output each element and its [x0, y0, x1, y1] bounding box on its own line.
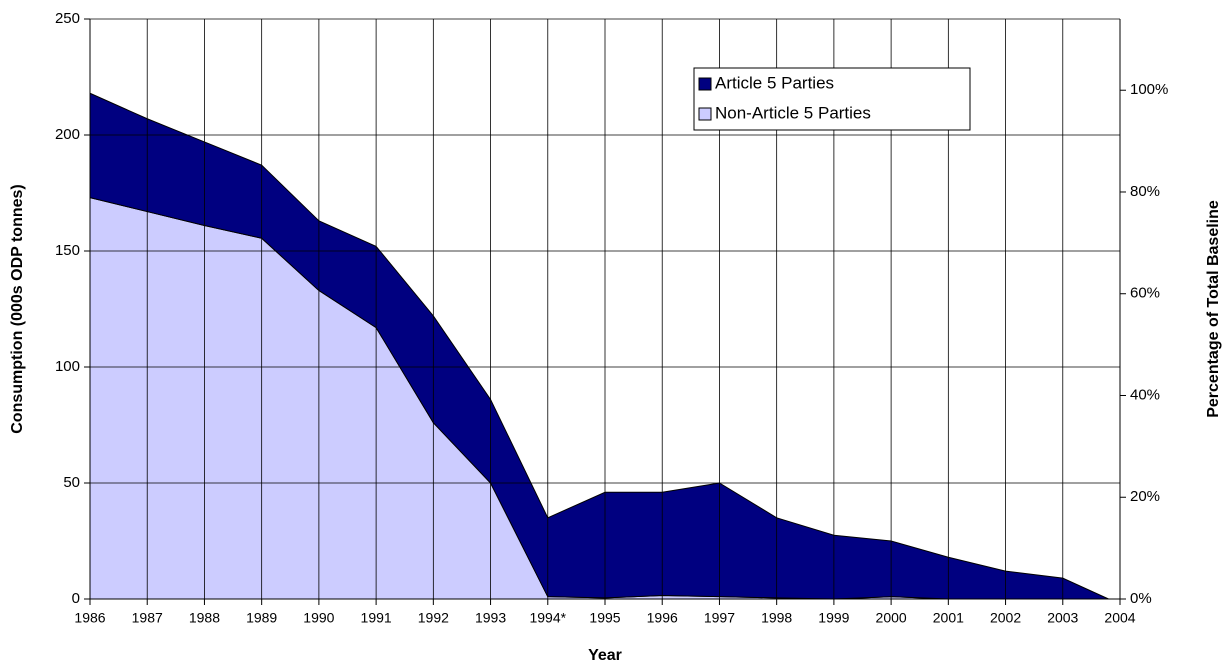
x-tick-label: 1990	[303, 610, 334, 626]
y2-tick-label: 40%	[1130, 386, 1160, 403]
x-tick-label: 1986	[74, 610, 105, 626]
legend-label: Non-Article 5 Parties	[715, 103, 871, 122]
x-tick-label: 2001	[933, 610, 964, 626]
x-tick-label: 1998	[761, 610, 792, 626]
y-tick-label: 100	[55, 358, 80, 375]
y-tick-label: 50	[63, 474, 80, 491]
y2-tick-label: 80%	[1130, 183, 1160, 200]
legend: Article 5 Parties Non-Article 5 Parties	[693, 67, 971, 131]
legend-box	[693, 67, 971, 131]
y-tick-label: 200	[55, 126, 80, 143]
x-tick-label: 2004	[1104, 610, 1135, 626]
x-tick-label: 1992	[418, 610, 449, 626]
x-tick-label: 1993	[475, 610, 506, 626]
legend-swatch	[698, 107, 712, 121]
x-tick-label: 1994*	[529, 610, 566, 626]
y2-tick-label: 60%	[1130, 285, 1160, 302]
y-tick-label: 250	[55, 10, 80, 27]
legend-label: Article 5 Parties	[715, 73, 834, 92]
y2-tick-label: 0%	[1130, 590, 1152, 607]
x-tick-label: 2003	[1047, 610, 1078, 626]
x-tick-label: 1989	[246, 610, 277, 626]
y-axis-label: Consumption (000s ODP tonnes)	[9, 184, 26, 434]
x-tick-label: 1997	[704, 610, 735, 626]
x-axis-label: Year	[588, 647, 622, 664]
y2-tick-label: 100%	[1130, 81, 1168, 98]
y-tick-label: 0	[72, 590, 80, 607]
areas	[89, 92, 1109, 600]
x-tick-label: 1995	[589, 610, 620, 626]
x-tick-label: 2002	[990, 610, 1021, 626]
x-tick-label: 1996	[647, 610, 678, 626]
legend-swatch	[698, 77, 712, 91]
x-tick-label: 1991	[361, 610, 392, 626]
y2-axis-label: Percentage of Total Baseline	[1205, 200, 1222, 418]
x-tick-label: 1987	[132, 610, 163, 626]
y-tick-label: 150	[55, 242, 80, 259]
x-tick-label: 1988	[189, 610, 220, 626]
y2-tick-label: 20%	[1130, 488, 1160, 505]
x-tick-label: 1999	[818, 610, 849, 626]
x-tick-label: 2000	[876, 610, 907, 626]
